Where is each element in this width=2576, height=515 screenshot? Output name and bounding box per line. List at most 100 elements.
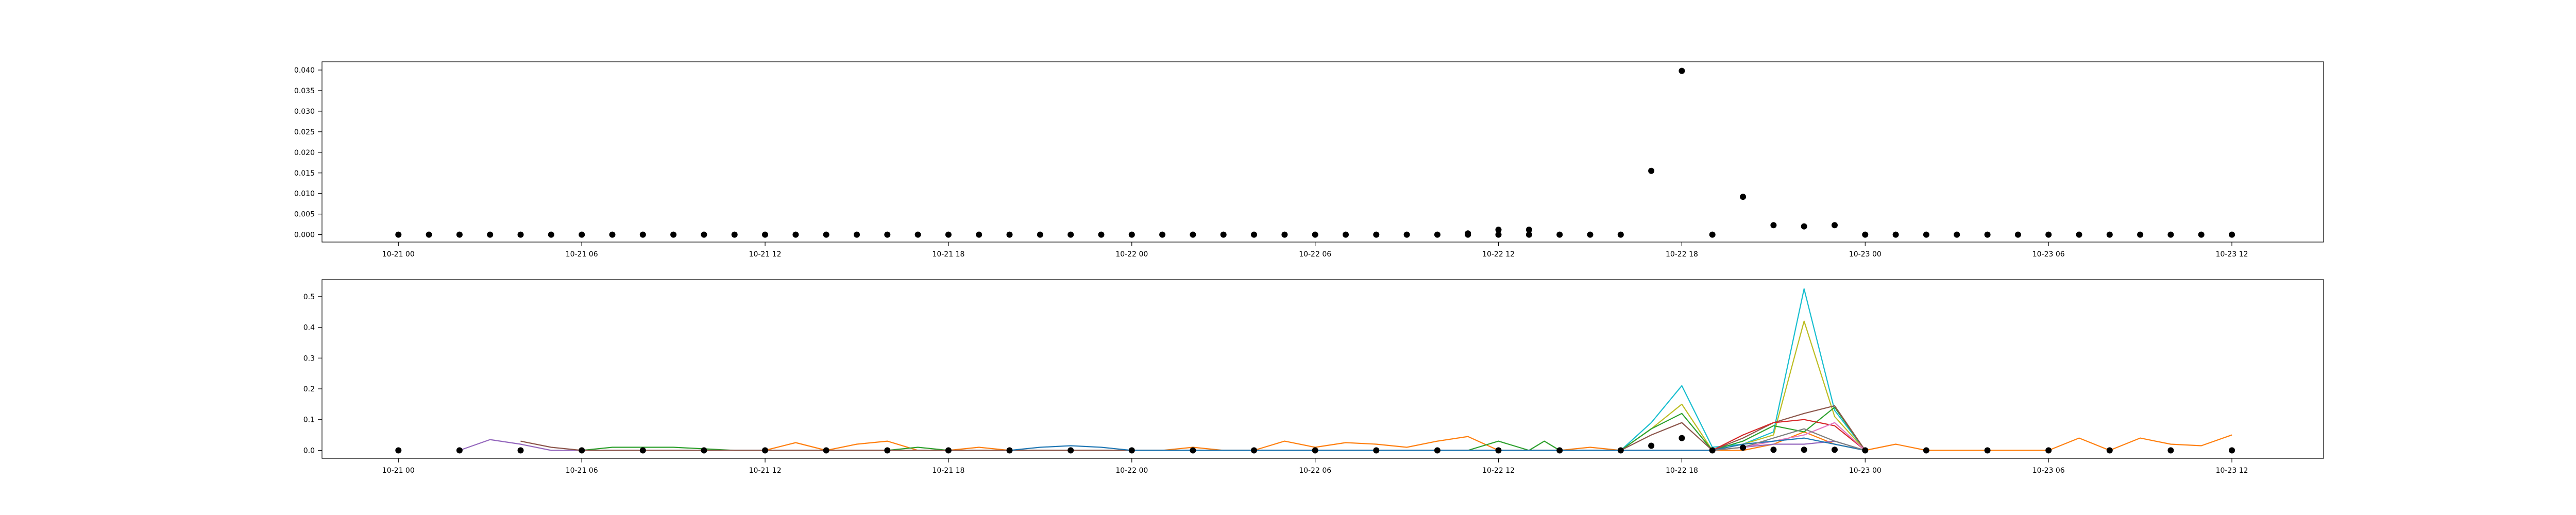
data-point-0-4 [517, 231, 524, 238]
y-tick-label: 0.030 [294, 108, 315, 116]
data-point-0-13 [792, 231, 799, 238]
data-point-0-6 [579, 231, 585, 238]
data-point-10-28 [1862, 447, 1869, 454]
data-point-0-34 [1434, 231, 1440, 238]
data-point-10-4 [639, 447, 646, 454]
y-tick-label: 0.2 [303, 385, 315, 393]
data-point-0-36 [1465, 230, 1471, 237]
data-point-0-14 [823, 231, 829, 238]
data-point-0-11 [731, 231, 738, 238]
data-point-10-32 [2106, 447, 2113, 454]
data-point-0-54 [1954, 231, 1960, 238]
y-tick-label: 0.015 [294, 169, 315, 178]
data-point-0-37 [1495, 231, 1502, 238]
data-point-0-31 [1343, 231, 1349, 238]
data-point-0-33 [1403, 231, 1410, 238]
data-point-10-1 [456, 447, 463, 454]
data-point-0-44 [1648, 167, 1655, 174]
data-point-10-34 [2229, 447, 2235, 454]
data-point-0-60 [2137, 231, 2144, 238]
x-tick-label: 10-23 12 [2216, 467, 2248, 475]
y-tick-label: 0.4 [303, 324, 315, 332]
data-point-0-7 [609, 231, 616, 238]
x-tick-label: 10-21 18 [932, 467, 964, 475]
data-point-0-19 [976, 231, 982, 238]
data-point-0-38 [1495, 227, 1502, 233]
x-tick-label: 10-22 18 [1666, 250, 1698, 259]
data-point-10-31 [2045, 447, 2052, 454]
data-point-10-33 [2167, 447, 2174, 454]
y-tick-label: 0.000 [294, 231, 315, 239]
data-point-0-1 [426, 231, 432, 238]
data-point-0-12 [762, 231, 768, 238]
data-point-0-58 [2076, 231, 2082, 238]
data-point-10-13 [1190, 447, 1196, 454]
y-tick-label: 0.040 [294, 66, 315, 75]
data-point-0-3 [487, 231, 494, 238]
series-line-3 [582, 406, 1866, 451]
data-point-10-16 [1373, 447, 1380, 454]
x-tick-label: 10-21 06 [566, 250, 598, 259]
data-point-0-56 [2014, 231, 2021, 238]
data-point-0-42 [1587, 231, 1594, 238]
data-point-10-9 [945, 447, 952, 454]
y-tick-label: 0.5 [303, 293, 315, 301]
data-point-0-0 [395, 231, 402, 238]
x-tick-label: 10-21 00 [382, 250, 415, 259]
series-line-9 [1712, 428, 1866, 451]
x-tick-label: 10-23 00 [1849, 250, 1882, 259]
data-point-0-9 [670, 231, 677, 238]
data-point-10-27 [1832, 447, 1838, 453]
data-point-0-47 [1740, 194, 1747, 200]
data-point-10-17 [1434, 447, 1440, 454]
data-point-0-32 [1373, 231, 1380, 238]
data-point-0-18 [945, 231, 952, 238]
series-line-6 [1712, 419, 1866, 451]
data-point-0-51 [1862, 231, 1869, 238]
data-point-10-25 [1770, 447, 1777, 453]
data-point-0-61 [2167, 231, 2174, 238]
y-tick-label: 0.035 [294, 87, 315, 95]
data-point-0-20 [1006, 231, 1013, 238]
y-tick-label: 0.1 [303, 416, 315, 424]
series-line-4 [459, 439, 1866, 451]
data-point-0-23 [1098, 231, 1105, 238]
data-point-0-30 [1312, 231, 1318, 238]
x-tick-label: 10-22 00 [1115, 250, 1148, 259]
bottom-line-chart: 10-21 00 10-21 06 10-21 12 10-21 18 10-22 00… [303, 279, 2324, 475]
data-point-0-22 [1067, 231, 1074, 238]
y-tick-label: 0.025 [294, 128, 315, 136]
data-point-0-8 [639, 231, 646, 238]
data-point-0-55 [1984, 231, 1991, 238]
data-point-0-24 [1128, 231, 1135, 238]
data-point-0-27 [1220, 231, 1227, 238]
data-point-0-29 [1281, 231, 1288, 238]
x-tick-label: 10-22 12 [1482, 250, 1515, 259]
data-point-10-11 [1067, 447, 1074, 454]
data-point-0-48 [1770, 222, 1777, 229]
data-point-10-19 [1556, 447, 1563, 454]
data-point-10-22 [1679, 435, 1685, 441]
data-point-0-25 [1159, 231, 1166, 238]
data-point-10-30 [1984, 447, 1991, 454]
x-tick-label: 10-21 06 [566, 467, 598, 475]
x-tick-label: 10-23 00 [1849, 467, 1882, 475]
data-point-0-2 [456, 231, 463, 238]
data-point-0-43 [1617, 231, 1624, 238]
x-tick-label: 10-21 00 [382, 467, 415, 475]
data-point-10-18 [1495, 447, 1502, 454]
y-tick-label: 0.005 [294, 211, 315, 219]
series-line-5 [520, 405, 1866, 451]
x-tick-label: 10-22 06 [1299, 467, 1331, 475]
plot-frame [321, 279, 2324, 459]
x-tick-label: 10-23 06 [2032, 250, 2065, 259]
data-point-10-3 [579, 447, 585, 454]
y-tick-label: 0.020 [294, 149, 315, 157]
data-point-10-26 [1801, 447, 1807, 453]
data-point-10-14 [1251, 447, 1257, 454]
data-point-0-5 [548, 231, 554, 238]
y-tick-label: 0.0 [303, 447, 315, 455]
data-point-0-53 [1923, 231, 1929, 238]
data-point-10-20 [1617, 447, 1624, 454]
